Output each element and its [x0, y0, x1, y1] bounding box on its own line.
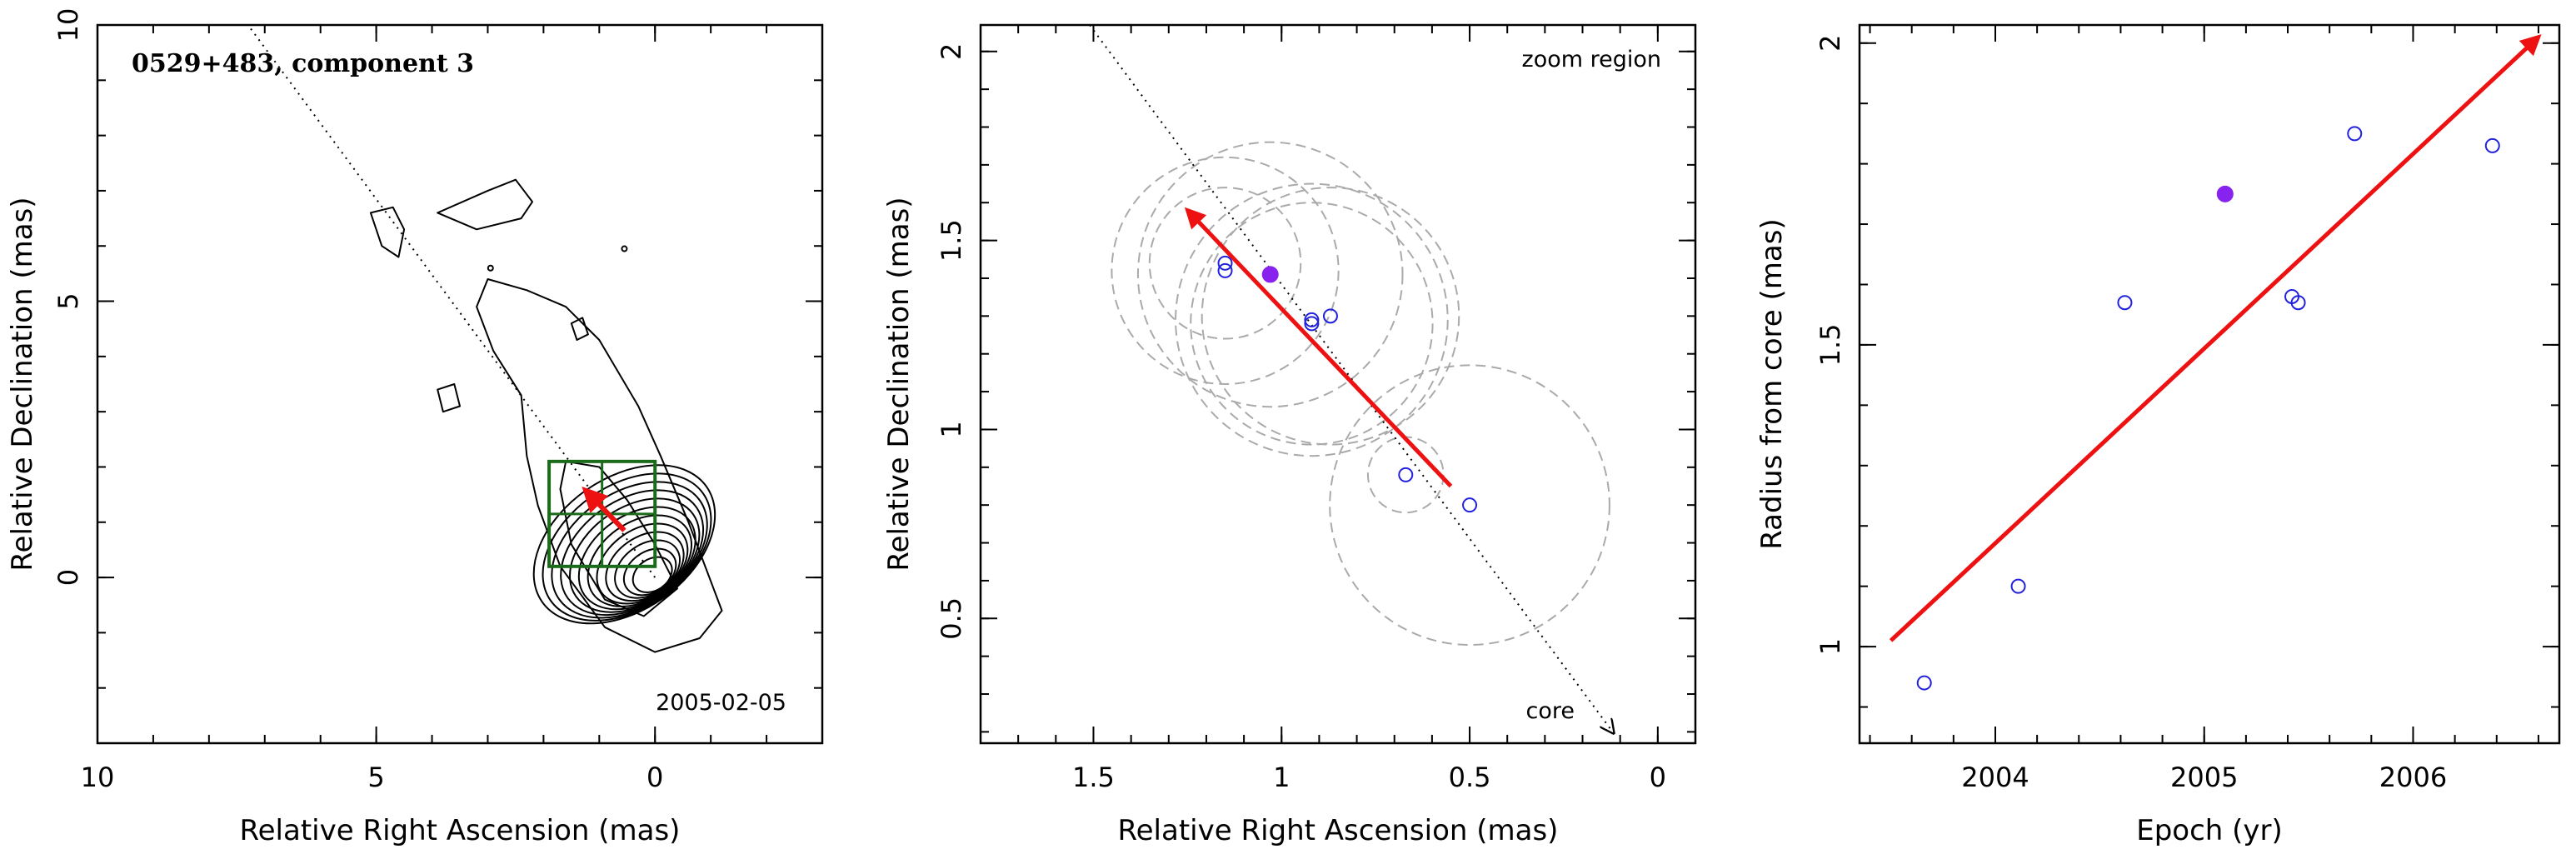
x-tick-label: 1.5	[1072, 762, 1115, 793]
data-point	[1462, 497, 1478, 513]
error-circle	[1148, 187, 1302, 340]
x-axis-title: Relative Right Ascension (mas)	[1118, 814, 1559, 847]
error-circle	[1111, 156, 1340, 386]
x-tick-label: 0.5	[1449, 762, 1491, 793]
data-point	[1217, 255, 1233, 271]
x-tick-label: 2004	[1961, 762, 2029, 793]
contour-map	[369, 178, 723, 653]
y-tick-label: 2	[936, 43, 967, 60]
jet-contour	[621, 245, 628, 252]
fit-arrow	[1889, 34, 2542, 642]
data-point	[2484, 137, 2500, 153]
contour-level	[605, 531, 685, 602]
error-circle	[1136, 141, 1404, 408]
error-circle	[1366, 436, 1445, 514]
data-point	[1916, 675, 1932, 691]
data-point	[2010, 578, 2026, 594]
y-tick-label: 10	[52, 8, 84, 42]
contour-level	[632, 556, 673, 593]
y-tick-label: 2	[1815, 35, 1846, 52]
contour-level	[614, 539, 681, 599]
track-line	[247, 24, 656, 578]
contour-level	[551, 481, 708, 619]
plot-frame	[96, 23, 824, 745]
y-tick-label: 5	[52, 292, 84, 309]
x-tick-labels: 10 5 0	[81, 762, 664, 793]
error-circle	[1201, 187, 1460, 446]
epoch-annotation: 2005-02-05	[656, 690, 786, 716]
y-tick-labels: 11.52	[1815, 35, 1846, 656]
zoom-region-label: zoom region	[1522, 47, 1661, 72]
y-tick-label: 1.5	[936, 219, 967, 262]
jet-contour	[487, 264, 494, 272]
data-point	[1304, 312, 1320, 327]
x-tick-label: 10	[81, 762, 115, 793]
x-tick-label: 0	[1650, 762, 1666, 793]
jet-contour	[559, 460, 678, 617]
x-tick-label: 2006	[2379, 762, 2447, 793]
zoom-box	[547, 459, 657, 568]
x-axis-title: Relative Right Ascension (mas)	[240, 814, 681, 847]
y-tick-labels: 0.5 1 1.5 2	[936, 43, 967, 640]
plot-title: 0529+483, component 3	[132, 49, 474, 78]
error-circle	[1329, 364, 1610, 647]
data-point	[1398, 467, 1414, 482]
contour-level	[577, 506, 696, 611]
x-axis-title: Epoch (yr)	[2136, 814, 2283, 847]
contour-level	[587, 514, 693, 607]
x-tick-label: 5	[367, 762, 384, 793]
radius-epoch-panel: 2004 2005 2006 11.52 Epoch (yr) Radius fro…	[1755, 23, 2561, 847]
zoom-panel: 1.5 1 0.5 0 0.5 1 1.5 2 zoom region core Relat…	[882, 23, 1697, 847]
data-point	[2117, 295, 2133, 311]
current-epoch-point	[1261, 266, 1279, 283]
plot-frame	[979, 23, 1697, 745]
jet-contour	[570, 317, 589, 341]
core-label: core	[1526, 698, 1575, 724]
x-tick-labels: 2004 2005 2006	[1961, 762, 2447, 793]
component-arrow	[1184, 207, 1453, 488]
x-tick-label: 1	[1273, 762, 1290, 793]
jet-contour	[437, 178, 533, 231]
y-tick-label: 1.5	[1815, 323, 1846, 366]
y-axis-title: Relative Declination (mas)	[882, 197, 916, 571]
data-points	[1217, 255, 1478, 513]
data-point	[1322, 308, 1338, 324]
y-axis-title: Radius from core (mas)	[1755, 218, 1789, 549]
plot-frame	[1858, 23, 2561, 745]
contour-panel: 10 5 0 0 5 10 0529+483, component 3 2005-02-…	[6, 8, 824, 847]
x-tick-labels: 1.5 1 0.5 0	[1072, 762, 1666, 793]
x-tick-label: 0	[646, 762, 663, 793]
jet-contour	[437, 383, 461, 413]
tick-marks	[1860, 25, 2559, 743]
data-point	[1304, 316, 1320, 332]
y-tick-labels: 0 5 10	[52, 8, 84, 587]
data-point	[2347, 126, 2363, 142]
y-tick-label: 1	[936, 421, 967, 437]
current-epoch-point	[2216, 185, 2234, 202]
data-points	[1916, 126, 2500, 691]
error-circles	[1111, 141, 1610, 647]
x-tick-label: 2005	[2170, 762, 2238, 793]
tick-marks	[97, 24, 823, 744]
error-circle	[1175, 182, 1449, 457]
y-tick-label: 0.5	[936, 597, 967, 640]
y-tick-label: 1	[1815, 638, 1846, 655]
y-tick-label: 0	[52, 569, 84, 586]
y-axis-title: Relative Declination (mas)	[6, 197, 39, 571]
data-point	[2290, 295, 2306, 311]
data-point	[1217, 262, 1233, 278]
component-arrow	[582, 486, 627, 532]
jet-contour	[476, 278, 723, 653]
jet-contour	[369, 206, 406, 258]
error-circle	[1190, 202, 1434, 446]
tick-marks	[980, 25, 1695, 743]
